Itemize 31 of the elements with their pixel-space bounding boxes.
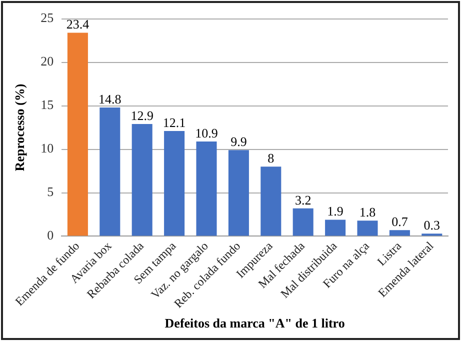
data-label: 1.9 [327,204,344,219]
bar [132,124,152,236]
data-label: 23.4 [66,16,90,32]
bar [67,32,88,236]
data-label: 14.8 [98,91,122,106]
y-axis-title: Reprocesso (%) [12,84,28,172]
data-label: 0.3 [424,218,440,233]
data-label: 1.8 [359,204,376,220]
data-label: 8 [268,150,274,166]
bar [164,131,185,236]
data-label: 12.1 [162,114,186,130]
bar [357,220,378,236]
bar [196,141,217,236]
y-tick-label: 5 [47,184,54,200]
y-tick-label: 20 [40,54,54,69]
y-tick-label: 25 [40,10,54,26]
data-label: 12.9 [130,108,154,123]
bar [325,220,346,236]
y-tick-label: 15 [40,97,54,112]
bar [228,150,249,236]
y-tick-label: 0 [47,228,54,243]
data-label: 0.7 [392,214,408,230]
bar [292,208,314,236]
data-label: 9.9 [230,134,247,150]
x-axis-title: Defeitos da marca "A" de 1 litro [164,316,345,331]
data-label: 10.9 [195,125,218,140]
bar [389,230,410,236]
bar [260,166,282,236]
y-tick-label: 10 [40,140,54,156]
data-label: 3.2 [294,192,312,208]
bar [100,108,120,236]
